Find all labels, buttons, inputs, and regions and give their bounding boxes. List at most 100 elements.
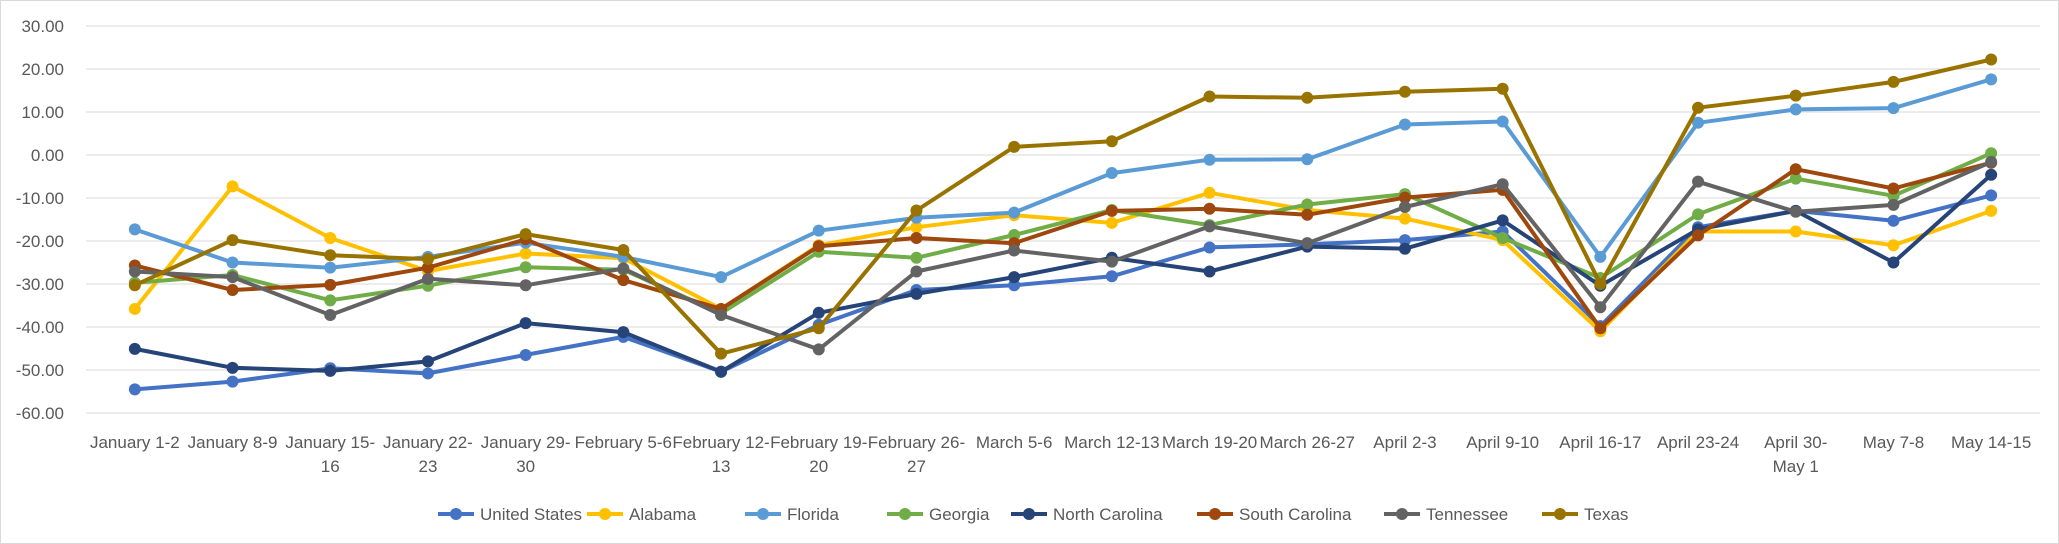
- data-point: [1398, 234, 1411, 247]
- series-line: [132, 57, 1994, 356]
- data-point: [128, 279, 141, 292]
- series-line: [132, 159, 1994, 352]
- legend-label: Florida: [787, 505, 840, 524]
- legend-marker: [450, 508, 462, 520]
- data-point: [1594, 278, 1607, 290]
- data-point: [715, 347, 728, 360]
- data-point: [617, 244, 630, 257]
- data-point: [1887, 182, 1900, 195]
- x-tick-label: April 16-17: [1559, 433, 1641, 452]
- y-tick-label: 20.00: [21, 60, 64, 79]
- data-point: [910, 265, 923, 278]
- data-point: [1887, 256, 1900, 269]
- data-point: [128, 383, 141, 396]
- x-tick-label: 23: [418, 457, 437, 476]
- data-point: [128, 302, 141, 315]
- data-point: [324, 278, 337, 291]
- data-point: [1496, 178, 1509, 191]
- data-point: [812, 343, 825, 356]
- data-point: [1203, 186, 1216, 199]
- y-axis-tick-labels: 30.00 20.00 10.00 0.00 -10.00 -20.00 -30.00 -40…: [16, 17, 64, 423]
- data-point: [519, 279, 532, 292]
- legend-item: Alabama: [587, 505, 697, 524]
- y-tick-label: 0.00: [31, 146, 64, 165]
- data-point: [1594, 250, 1607, 263]
- x-tick-label: April 23-24: [1657, 433, 1739, 452]
- legend-label: North Carolina: [1053, 505, 1163, 524]
- data-point: [1789, 172, 1802, 185]
- data-point: [1301, 208, 1314, 221]
- data-point: [1496, 115, 1509, 128]
- legend-marker: [1023, 508, 1035, 520]
- data-point: [1789, 205, 1802, 218]
- series-tennessee: [128, 155, 1998, 356]
- x-tick-label: January 29-: [481, 433, 571, 452]
- data-point: [421, 253, 434, 266]
- y-tick-label: -40.00: [16, 318, 64, 337]
- data-point: [1008, 206, 1021, 219]
- x-tick-label: February 19-: [770, 433, 867, 452]
- x-tick-label: May 1: [1773, 457, 1819, 476]
- legend-item: United States: [438, 505, 582, 524]
- data-point: [1692, 208, 1705, 221]
- data-point: [324, 231, 337, 244]
- data-point: [1105, 167, 1118, 180]
- data-point: [226, 361, 239, 374]
- legend-marker: [1554, 508, 1566, 520]
- x-tick-label: April 9-10: [1466, 433, 1539, 452]
- data-point: [1887, 102, 1900, 115]
- y-tick-label: -30.00: [16, 275, 64, 294]
- data-point: [1985, 189, 1998, 202]
- data-point: [1985, 147, 1998, 160]
- legend-item: Texas: [1542, 505, 1628, 524]
- data-point: [226, 284, 239, 297]
- data-point: [519, 348, 532, 361]
- data-point: [1692, 116, 1705, 129]
- data-point: [421, 272, 434, 285]
- data-point: [1594, 301, 1607, 314]
- data-point: [910, 251, 923, 264]
- data-point: [1105, 216, 1118, 229]
- data-point: [226, 271, 239, 284]
- data-point: [1985, 168, 1998, 181]
- y-tick-label: 10.00: [21, 103, 64, 122]
- x-tick-label: March 5-6: [976, 433, 1053, 452]
- data-point: [226, 234, 239, 247]
- legend-marker: [757, 508, 769, 520]
- data-point: [1985, 155, 1998, 168]
- data-point: [1887, 214, 1900, 227]
- data-point: [1496, 231, 1509, 244]
- data-point: [128, 223, 141, 236]
- legend-marker: [1396, 508, 1408, 520]
- legend-item: North Carolina: [1011, 505, 1163, 524]
- x-tick-label: March 12-13: [1064, 433, 1159, 452]
- legend: United States Alabama Florida Georgia North …: [438, 505, 1628, 524]
- x-tick-label: January 22-: [383, 433, 473, 452]
- legend-label: Texas: [1584, 505, 1628, 524]
- data-point: [1887, 239, 1900, 252]
- data-point: [324, 294, 337, 307]
- data-point: [1887, 75, 1900, 88]
- data-point: [1398, 242, 1411, 255]
- data-point: [226, 375, 239, 388]
- data-point: [715, 365, 728, 378]
- data-point: [421, 261, 434, 274]
- x-tick-label: March 19-20: [1162, 433, 1257, 452]
- data-point: [421, 355, 434, 368]
- data-point: [617, 274, 630, 287]
- data-point: [1985, 73, 1998, 86]
- data-point: [226, 256, 239, 269]
- series-north-carolina: [128, 168, 1998, 378]
- data-point: [1398, 201, 1411, 214]
- data-point: [519, 317, 532, 330]
- data-point: [1008, 271, 1021, 284]
- x-tick-label: May 14-15: [1951, 433, 2031, 452]
- legend-label: South Carolina: [1239, 505, 1352, 524]
- data-point: [715, 271, 728, 284]
- series-lines: [128, 53, 1998, 396]
- data-point: [1398, 118, 1411, 131]
- data-point: [617, 262, 630, 275]
- x-axis-tick-labels: January 1-2 January 8-9 January 15- 16 Janua…: [90, 433, 2031, 476]
- data-point: [1203, 241, 1216, 254]
